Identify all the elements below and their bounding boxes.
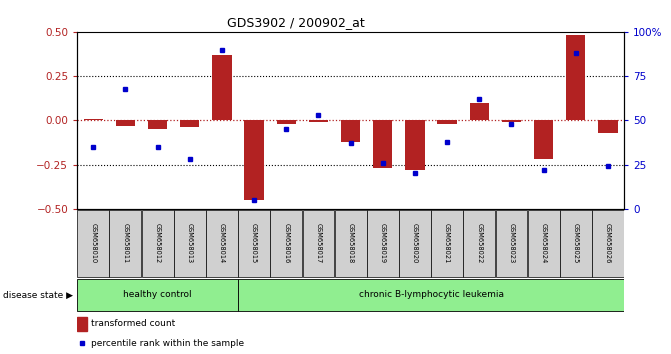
Title: GDS3902 / 200902_at: GDS3902 / 200902_at <box>227 16 365 29</box>
Text: chronic B-lymphocytic leukemia: chronic B-lymphocytic leukemia <box>358 290 503 299</box>
FancyBboxPatch shape <box>367 210 399 277</box>
FancyBboxPatch shape <box>238 210 270 277</box>
Bar <box>244 120 264 200</box>
Bar <box>309 120 328 122</box>
Bar <box>148 120 167 129</box>
Bar <box>373 120 393 168</box>
FancyBboxPatch shape <box>174 210 206 277</box>
FancyBboxPatch shape <box>77 279 238 311</box>
Text: GSM658020: GSM658020 <box>412 223 418 264</box>
Bar <box>534 120 554 159</box>
Bar <box>502 120 521 122</box>
Text: healthy control: healthy control <box>123 290 192 299</box>
FancyBboxPatch shape <box>399 210 431 277</box>
FancyBboxPatch shape <box>560 210 592 277</box>
Bar <box>276 120 296 124</box>
Text: GSM658018: GSM658018 <box>348 223 354 263</box>
Text: GSM658011: GSM658011 <box>122 223 128 263</box>
Text: GSM658019: GSM658019 <box>380 223 386 263</box>
Text: GSM658025: GSM658025 <box>573 223 579 264</box>
Bar <box>180 120 199 127</box>
Text: GSM658012: GSM658012 <box>154 223 160 263</box>
Text: GSM658016: GSM658016 <box>283 223 289 263</box>
Bar <box>84 119 103 120</box>
Bar <box>77 317 87 331</box>
Bar <box>405 120 425 170</box>
Text: GSM658022: GSM658022 <box>476 223 482 264</box>
FancyBboxPatch shape <box>238 279 624 311</box>
Text: transformed count: transformed count <box>91 319 175 328</box>
FancyBboxPatch shape <box>464 210 495 277</box>
FancyBboxPatch shape <box>142 210 174 277</box>
Text: GSM658015: GSM658015 <box>251 223 257 263</box>
FancyBboxPatch shape <box>495 210 527 277</box>
FancyBboxPatch shape <box>335 210 366 277</box>
FancyBboxPatch shape <box>270 210 302 277</box>
Text: GSM658017: GSM658017 <box>315 223 321 263</box>
FancyBboxPatch shape <box>431 210 463 277</box>
Text: GSM658014: GSM658014 <box>219 223 225 263</box>
Text: GSM658021: GSM658021 <box>444 223 450 263</box>
Bar <box>212 55 231 120</box>
Text: GSM658010: GSM658010 <box>90 223 96 263</box>
Text: GSM658024: GSM658024 <box>541 223 547 264</box>
FancyBboxPatch shape <box>206 210 238 277</box>
FancyBboxPatch shape <box>77 210 109 277</box>
Bar <box>566 35 585 120</box>
Bar <box>341 120 360 142</box>
FancyBboxPatch shape <box>527 210 560 277</box>
FancyBboxPatch shape <box>303 210 334 277</box>
Bar <box>470 103 489 120</box>
Text: disease state ▶: disease state ▶ <box>3 291 73 300</box>
Bar <box>437 120 457 124</box>
Bar <box>116 120 135 126</box>
Text: GSM658026: GSM658026 <box>605 223 611 264</box>
Text: GSM658023: GSM658023 <box>509 223 515 263</box>
FancyBboxPatch shape <box>109 210 142 277</box>
Text: GSM658013: GSM658013 <box>187 223 193 263</box>
Bar <box>599 120 617 133</box>
Text: percentile rank within the sample: percentile rank within the sample <box>91 338 244 348</box>
FancyBboxPatch shape <box>592 210 624 277</box>
